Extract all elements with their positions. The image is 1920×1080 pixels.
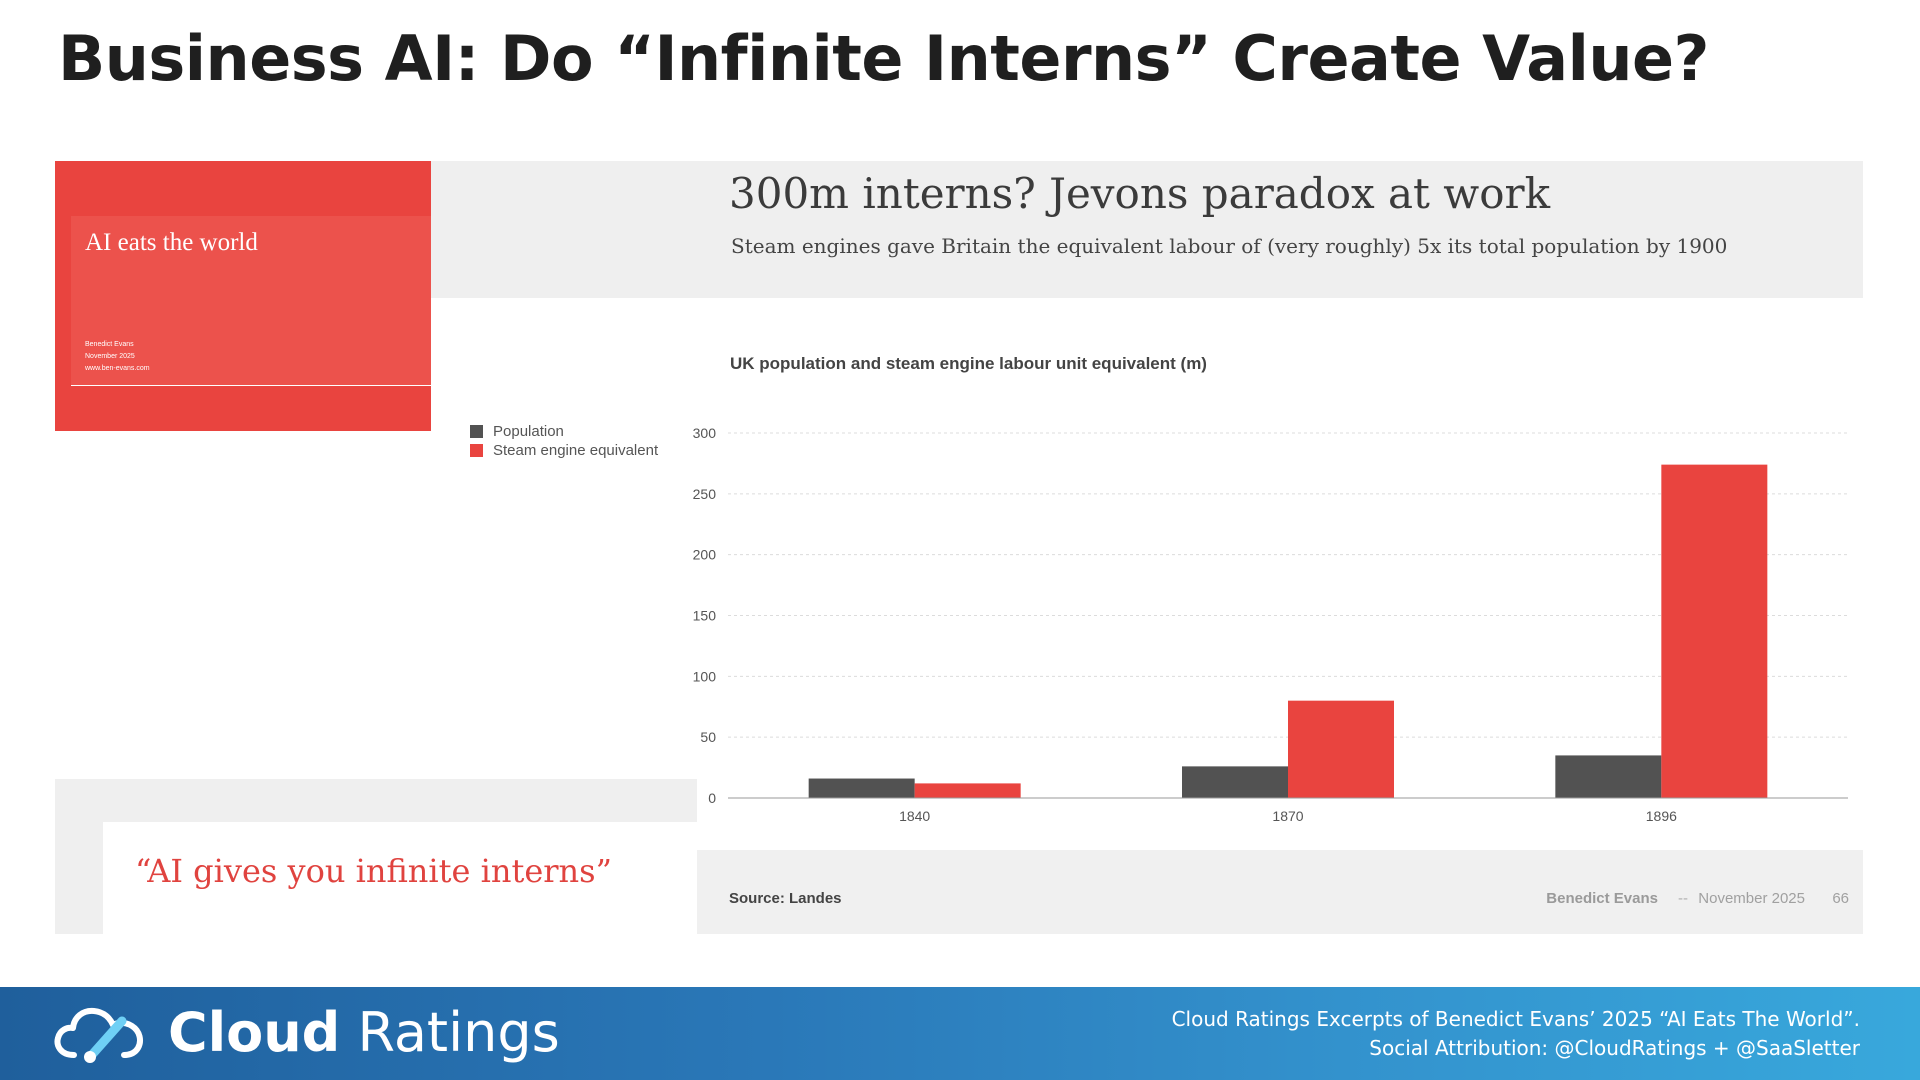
cover-meta: Benedict Evans November 2025 www.ben-eva… — [85, 339, 150, 375]
cover-title: AI eats the world — [85, 229, 258, 256]
page-number: 66 — [1832, 890, 1849, 907]
y-tick-label: 250 — [693, 486, 717, 502]
legend-label-steam: Steam engine equivalent — [493, 442, 659, 459]
footer-date: November 2025 — [1698, 890, 1805, 907]
slide-title: 300m interns? Jevons paradox at work — [729, 169, 1551, 218]
legend-swatch-steam — [470, 444, 483, 457]
quote-card: “AI gives you infinite interns” — [103, 822, 697, 934]
footer-separator: -- — [1678, 890, 1688, 907]
attribution-banner: Cloud Ratings Cloud Ratings Excerpts of … — [0, 987, 1920, 1080]
y-tick-label: 50 — [700, 729, 716, 745]
bar-population — [1555, 755, 1662, 798]
brand-name-bold: Cloud — [168, 1001, 341, 1064]
bar-population — [808, 778, 915, 798]
legend-item-population: Population — [470, 422, 658, 441]
legend-label-population: Population — [493, 423, 564, 440]
cloud-logo-icon — [54, 1007, 143, 1063]
y-tick-label: 300 — [693, 425, 717, 441]
cover-date: November 2025 — [85, 353, 135, 360]
bar-steam — [914, 783, 1021, 798]
y-tick-label: 100 — [693, 668, 717, 684]
attribution-text: Cloud Ratings Excerpts of Benedict Evans… — [1172, 1005, 1860, 1063]
quote-text: “AI gives you infinite interns” — [135, 852, 612, 890]
chart-legend: Population Steam engine equivalent — [470, 422, 658, 460]
y-tick-label: 0 — [708, 790, 716, 806]
chart-title: UK population and steam engine labour un… — [730, 354, 1207, 373]
bar-population — [1182, 766, 1288, 798]
attribution-line-2: Social Attribution: @CloudRatings + @Saa… — [1369, 1036, 1860, 1060]
y-tick-label: 150 — [693, 608, 717, 624]
cover-divider — [71, 385, 431, 386]
footer-author: Benedict Evans — [1546, 890, 1658, 907]
bar-steam — [1288, 700, 1394, 798]
x-tick-label: 1870 — [1272, 808, 1303, 824]
cover-author: Benedict Evans — [85, 341, 134, 348]
legend-swatch-population — [470, 425, 483, 438]
cover-panel — [71, 216, 431, 386]
y-tick-label: 200 — [693, 547, 717, 563]
bar-steam — [1661, 464, 1768, 798]
x-tick-label: 1840 — [899, 808, 930, 824]
attribution-line-1: Cloud Ratings Excerpts of Benedict Evans… — [1171, 1007, 1860, 1031]
slide-footer: Source: Landes Benedict Evans -- Novembe… — [697, 850, 1863, 934]
x-tick-label: 1896 — [1646, 808, 1677, 824]
brand-name-light: Ratings — [340, 1001, 560, 1064]
cover-url: www.ben-evans.com — [85, 365, 150, 372]
bar-chart: 0 50 100 150 200 250 300 1840 1870 1896 — [693, 425, 1848, 824]
legend-item-steam: Steam engine equivalent — [470, 441, 658, 460]
slide-subtitle: Steam engines gave Britain the equivalen… — [731, 234, 1728, 258]
quote-band: “AI gives you infinite interns” — [55, 779, 697, 934]
cover-slide-thumbnail: AI eats the world Benedict Evans Novembe… — [55, 161, 431, 431]
brand-name: Cloud Ratings — [168, 1001, 560, 1064]
page-title: Business AI: Do “Infinite Interns” Creat… — [58, 22, 1709, 95]
slide-header: 300m interns? Jevons paradox at work Ste… — [431, 161, 1863, 298]
chart-source: Source: Landes — [729, 890, 842, 907]
